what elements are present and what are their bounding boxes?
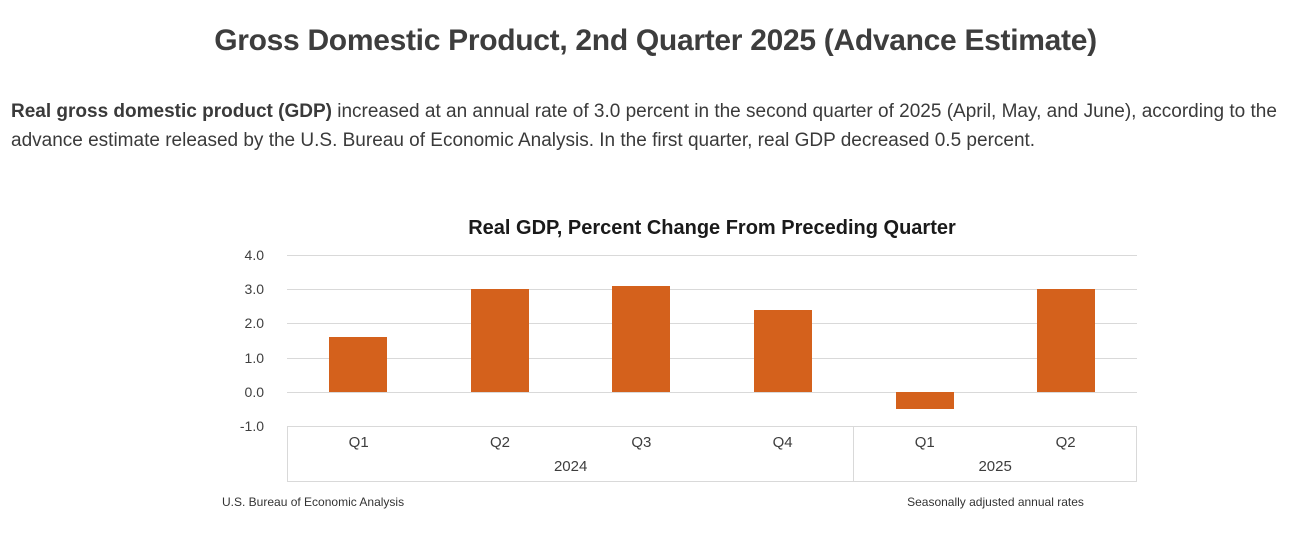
bar-2024-q4 xyxy=(753,309,812,392)
year-group-2025: Q1 Q2 2025 xyxy=(853,427,1136,481)
gridline xyxy=(287,255,1137,256)
bar-2024-q1 xyxy=(328,337,387,392)
y-tick-label: 3.0 xyxy=(244,281,264,298)
x-axis: Q1 Q2 Q3 Q4 2024 Q1 Q2 2025 xyxy=(287,426,1137,482)
x-tick-label: Q3 xyxy=(631,434,652,451)
year-group-2024: Q1 Q2 Q3 Q4 2024 xyxy=(288,427,853,481)
source-note: U.S. Bureau of Economic Analysis xyxy=(222,495,405,509)
bar-2025-q2 xyxy=(1037,289,1096,392)
bar-2024-q2 xyxy=(470,289,529,392)
x-tick-label: Q2 xyxy=(489,434,510,451)
x-tick-label: Q1 xyxy=(914,434,935,451)
y-tick-label: 4.0 xyxy=(244,247,264,263)
gridline xyxy=(287,357,1137,359)
x-tick-label: Q1 xyxy=(348,434,369,451)
y-tick-label: -1.0 xyxy=(239,418,264,434)
y-tick-label: 1.0 xyxy=(244,349,264,366)
gridline xyxy=(287,289,1137,291)
quarter-label-row: Q1 Q2 xyxy=(854,434,1136,451)
chart-title: Real GDP, Percent Change From Preceding … xyxy=(468,217,956,239)
y-tick-label: 2.0 xyxy=(244,315,264,332)
page-title: Gross Domestic Product, 2nd Quarter 2025… xyxy=(214,24,1097,57)
gridline xyxy=(287,391,1137,393)
bar-2024-q3 xyxy=(612,285,671,392)
adjustment-note: Seasonally adjusted annual rates xyxy=(907,495,1084,509)
x-tick-label: Q2 xyxy=(1055,434,1076,451)
gridline xyxy=(287,323,1137,325)
y-tick-label: 0.0 xyxy=(244,383,264,400)
plot-area xyxy=(287,255,1137,427)
y-axis-labels: 4.0 3.0 2.0 1.0 0.0 -1.0 xyxy=(222,247,272,434)
intro-lead: Real gross domestic product (GDP) xyxy=(11,101,332,122)
gdp-bar-chart: Real GDP, Percent Change From Preceding … xyxy=(222,216,1137,526)
intro-text: increased at an annual rate of 3.0 perce… xyxy=(11,101,1277,151)
intro-paragraph: Real gross domestic product (GDP) increa… xyxy=(11,97,1301,155)
x-tick-label: Q4 xyxy=(772,434,793,451)
bar-2025-q1 xyxy=(895,391,954,409)
year-label: 2024 xyxy=(553,458,588,475)
quarter-label-row: Q1 Q2 Q3 Q4 xyxy=(288,434,853,451)
year-label: 2025 xyxy=(978,458,1012,475)
